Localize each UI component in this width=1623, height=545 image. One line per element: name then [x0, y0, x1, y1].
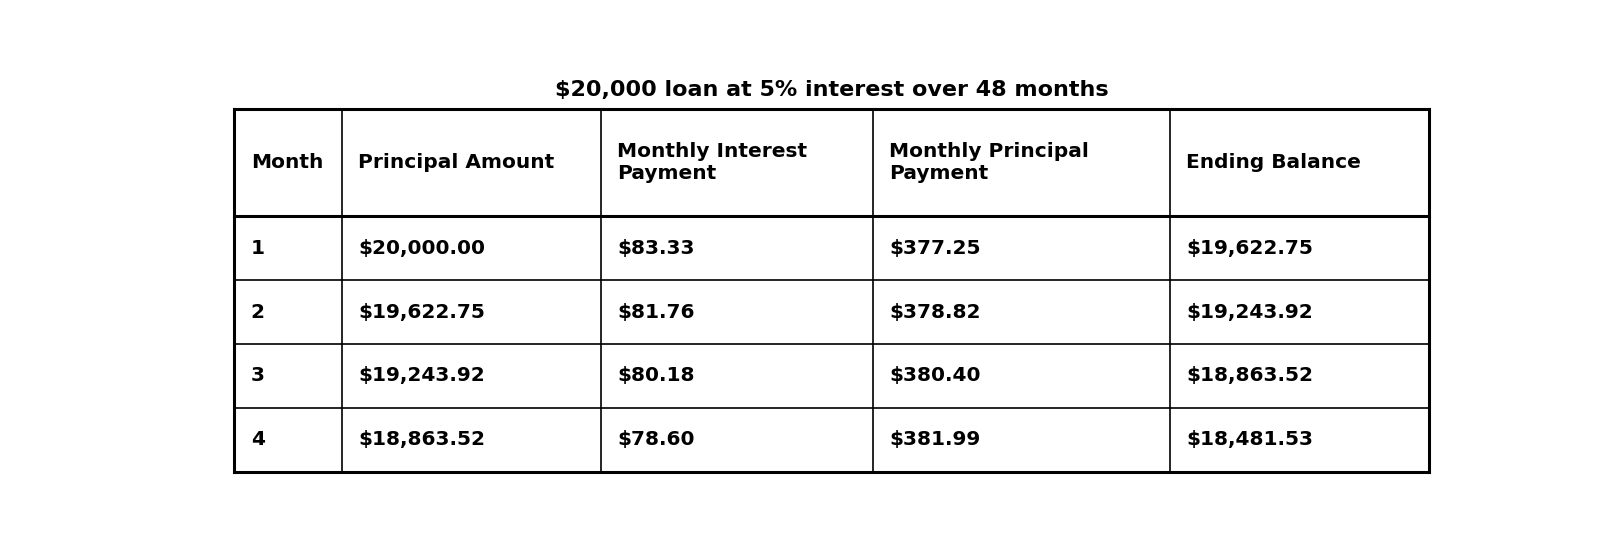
Text: Month: Month: [250, 153, 323, 172]
Text: $381.99: $381.99: [889, 430, 980, 449]
Text: Monthly Principal
Payment: Monthly Principal Payment: [889, 142, 1089, 183]
Text: Ending Balance: Ending Balance: [1186, 153, 1362, 172]
Text: Monthly Interest
Payment: Monthly Interest Payment: [617, 142, 808, 183]
Text: $18,481.53: $18,481.53: [1186, 430, 1313, 449]
Text: $19,243.92: $19,243.92: [359, 366, 485, 385]
Text: Principal Amount: Principal Amount: [359, 153, 555, 172]
Text: $20,000.00: $20,000.00: [359, 239, 485, 258]
Text: $19,243.92: $19,243.92: [1186, 302, 1313, 322]
Text: $78.60: $78.60: [617, 430, 695, 449]
Text: $18,863.52: $18,863.52: [359, 430, 485, 449]
Text: $83.33: $83.33: [617, 239, 695, 258]
Text: $19,622.75: $19,622.75: [1186, 239, 1313, 258]
Text: $380.40: $380.40: [889, 366, 980, 385]
Text: $18,863.52: $18,863.52: [1186, 366, 1313, 385]
Text: 2: 2: [250, 302, 265, 322]
Text: $19,622.75: $19,622.75: [359, 302, 485, 322]
Text: $80.18: $80.18: [617, 366, 695, 385]
Text: $378.82: $378.82: [889, 302, 980, 322]
Text: $20,000 loan at 5% interest over 48 months: $20,000 loan at 5% interest over 48 mont…: [555, 80, 1109, 100]
Text: 4: 4: [250, 430, 265, 449]
Text: $81.76: $81.76: [617, 302, 695, 322]
Text: 3: 3: [250, 366, 265, 385]
Text: $377.25: $377.25: [889, 239, 980, 258]
Text: 1: 1: [250, 239, 265, 258]
